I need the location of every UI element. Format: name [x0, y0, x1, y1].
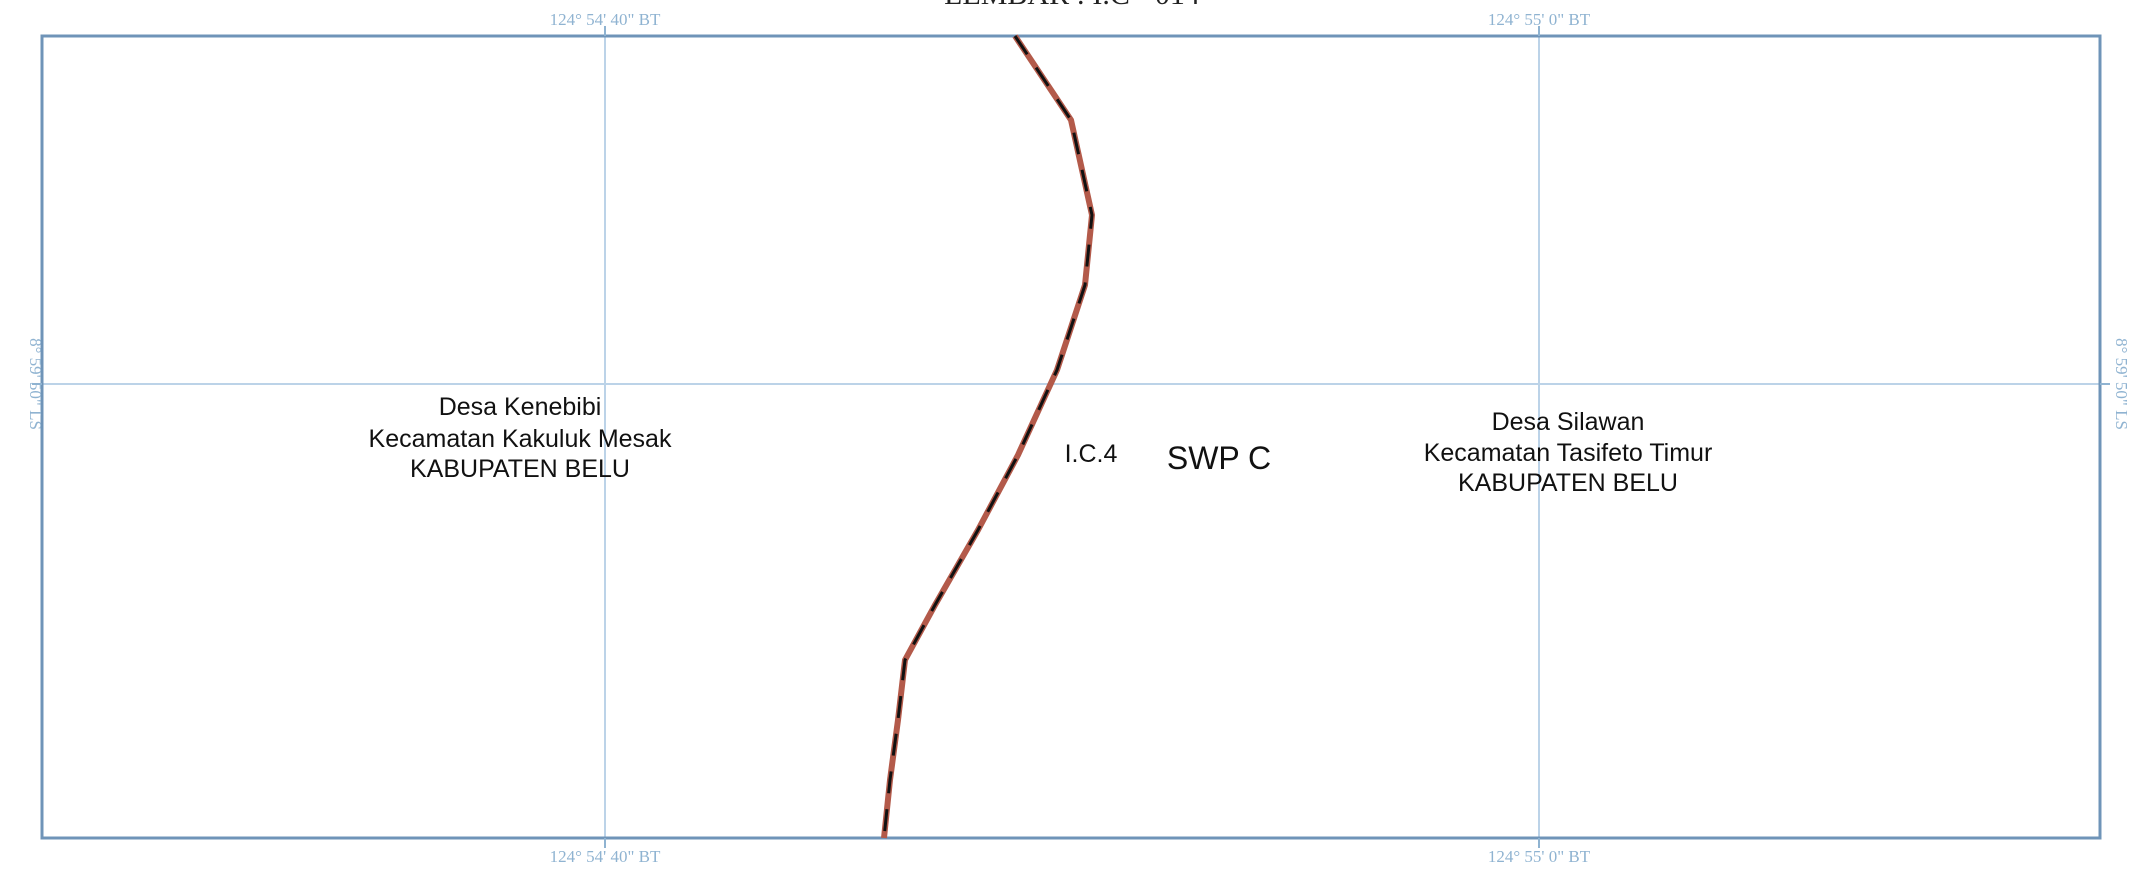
- west-district-name: Kecamatan Kakuluk Mesak: [369, 425, 672, 453]
- zone-code-label: I.C.4: [1065, 440, 1118, 468]
- sheet-title: LEMBAR : I.C - 014: [944, 0, 1200, 11]
- west-regency-name: KABUPATEN BELU: [410, 455, 630, 483]
- grid-label-bottom-east: 124° 55' 0" BT: [1488, 847, 1591, 866]
- grid-label-top-east: 124° 55' 0" BT: [1488, 10, 1591, 29]
- graticule: [42, 36, 2100, 838]
- frame-ticks: [32, 26, 2110, 848]
- area-label-east: Desa Silawan Kecamatan Tasifeto Timur KA…: [1424, 408, 1713, 497]
- map-frame: [40, 34, 2102, 840]
- east-district-name: Kecamatan Tasifeto Timur: [1424, 439, 1713, 467]
- grid-label-left: 8° 59' 50" LS: [26, 338, 45, 430]
- grid-label-right: 8° 59' 50" LS: [2112, 338, 2131, 430]
- east-regency-name: KABUPATEN BELU: [1458, 469, 1678, 497]
- east-village-name: Desa Silawan: [1492, 408, 1645, 436]
- grid-label-bottom-west: 124° 54' 40" BT: [550, 847, 661, 866]
- west-village-name: Desa Kenebibi: [439, 393, 602, 421]
- swp-label: SWP C: [1167, 440, 1271, 476]
- grid-label-top-west: 124° 54' 40" BT: [550, 10, 661, 29]
- village-boundary-line: [881, 34, 1095, 839]
- area-label-west: Desa Kenebibi Kecamatan Kakuluk Mesak KA…: [369, 393, 672, 483]
